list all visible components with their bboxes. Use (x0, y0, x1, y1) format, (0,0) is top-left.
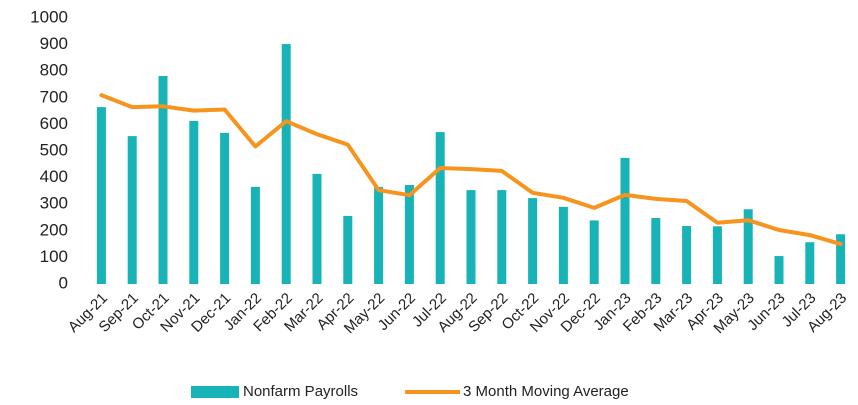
bar (712, 226, 722, 284)
bar (620, 157, 630, 284)
y-tick-label: 400 (40, 167, 68, 186)
legend-swatch (191, 386, 239, 398)
bar (558, 206, 568, 284)
y-tick-label: 300 (40, 194, 68, 213)
y-tick-label: 900 (40, 34, 68, 53)
bar (220, 132, 230, 284)
bar (743, 209, 753, 284)
legend-label: Nonfarm Payrolls (243, 383, 358, 400)
bar (158, 75, 168, 284)
bar (127, 136, 137, 284)
bar (312, 173, 322, 284)
bar (836, 234, 846, 284)
bar (682, 226, 692, 284)
bar (404, 185, 414, 284)
y-tick-label: 700 (40, 87, 68, 106)
bar (343, 215, 353, 284)
y-tick-label: 800 (40, 61, 68, 80)
bar (774, 256, 784, 284)
bar (805, 242, 815, 284)
y-tick-label: 0 (59, 273, 68, 292)
legend-label: 3 Month Moving Average (463, 383, 629, 400)
bar (589, 220, 599, 284)
y-tick-label: 1000 (30, 7, 68, 26)
bar (497, 190, 507, 284)
y-tick-label: 100 (40, 247, 68, 266)
bar (281, 44, 291, 285)
bar (374, 186, 384, 284)
bar (528, 198, 538, 284)
bar (651, 218, 661, 284)
bar (466, 190, 476, 284)
y-tick-label: 500 (40, 140, 68, 159)
line (99, 93, 843, 247)
bar (435, 132, 445, 284)
bar (96, 107, 106, 284)
bar (189, 120, 199, 284)
bar (250, 186, 260, 284)
y-tick-label: 200 (40, 220, 68, 239)
y-tick-label: 600 (40, 114, 68, 133)
